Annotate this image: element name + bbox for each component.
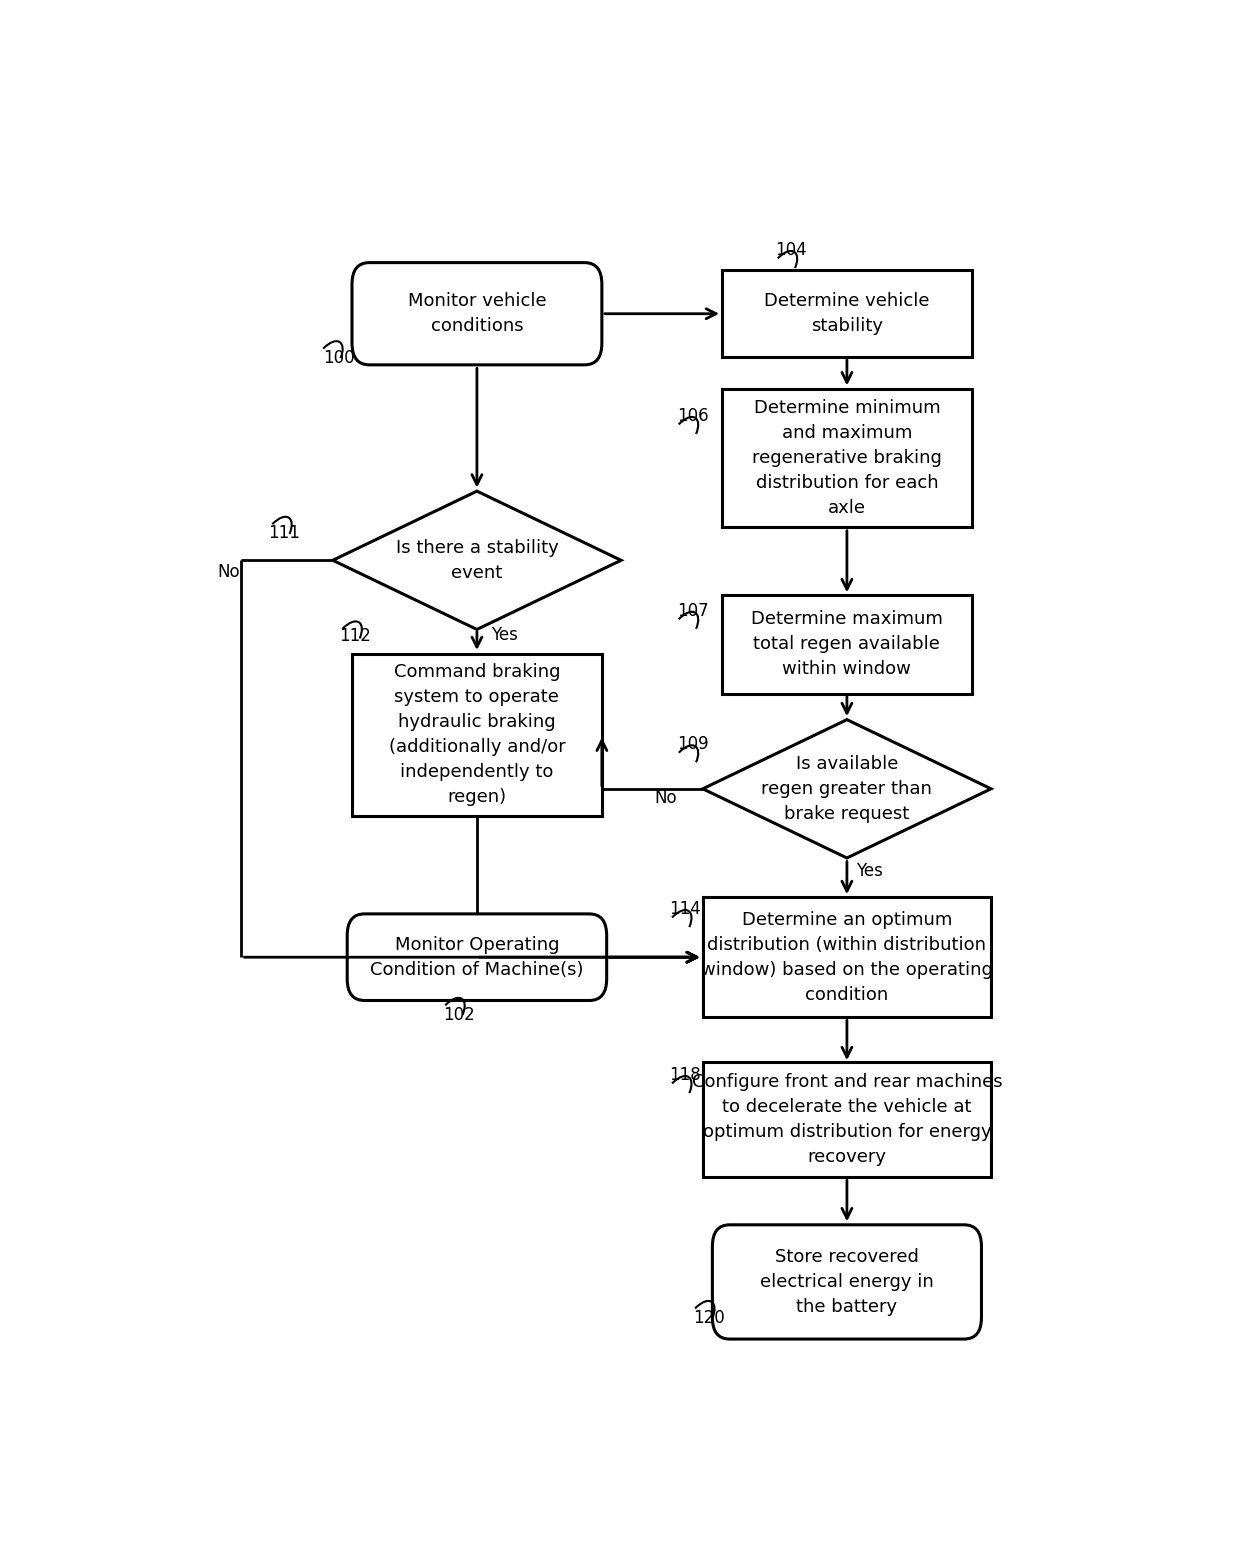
FancyBboxPatch shape [722,595,972,694]
Text: 120: 120 [693,1309,725,1328]
Text: Store recovered
electrical energy in
the battery: Store recovered electrical energy in the… [760,1248,934,1315]
Text: 109: 109 [677,736,708,753]
Text: 111: 111 [268,523,300,542]
Text: Determine maximum
total regen available
within window: Determine maximum total regen available … [751,611,942,678]
Text: 100: 100 [324,350,355,367]
Text: Yes: Yes [857,862,883,879]
Text: 102: 102 [444,1006,475,1025]
FancyBboxPatch shape [703,897,991,1017]
Polygon shape [332,490,621,629]
Text: No: No [217,564,241,581]
Text: Determine vehicle
stability: Determine vehicle stability [764,292,930,336]
Text: Yes: Yes [491,626,518,644]
FancyBboxPatch shape [722,389,972,528]
Text: 107: 107 [677,601,708,620]
Text: Command braking
system to operate
hydraulic braking
(additionally and/or
indepen: Command braking system to operate hydrau… [388,664,565,806]
FancyBboxPatch shape [347,914,606,1001]
Text: Monitor Operating
Condition of Machine(s): Monitor Operating Condition of Machine(s… [371,936,584,979]
Text: No: No [655,789,677,808]
Text: Is available
regen greater than
brake request: Is available regen greater than brake re… [761,754,932,823]
Polygon shape [703,720,991,858]
FancyBboxPatch shape [352,653,601,815]
FancyBboxPatch shape [722,270,972,358]
Text: Is there a stability
event: Is there a stability event [396,539,558,581]
Text: Configure front and rear machines
to decelerate the vehicle at
optimum distribut: Configure front and rear machines to dec… [692,1073,1002,1167]
Text: 104: 104 [775,241,806,259]
FancyBboxPatch shape [703,1062,991,1176]
Text: 112: 112 [340,626,372,645]
Text: 118: 118 [670,1065,701,1084]
FancyBboxPatch shape [352,262,601,366]
Text: Determine minimum
and maximum
regenerative braking
distribution for each
axle: Determine minimum and maximum regenerati… [751,398,942,517]
Text: Monitor vehicle
conditions: Monitor vehicle conditions [408,292,547,336]
Text: 114: 114 [670,900,701,918]
Text: 106: 106 [677,408,708,425]
Text: Determine an optimum
distribution (within distribution
window) based on the oper: Determine an optimum distribution (withi… [701,911,993,1004]
FancyBboxPatch shape [712,1225,982,1339]
